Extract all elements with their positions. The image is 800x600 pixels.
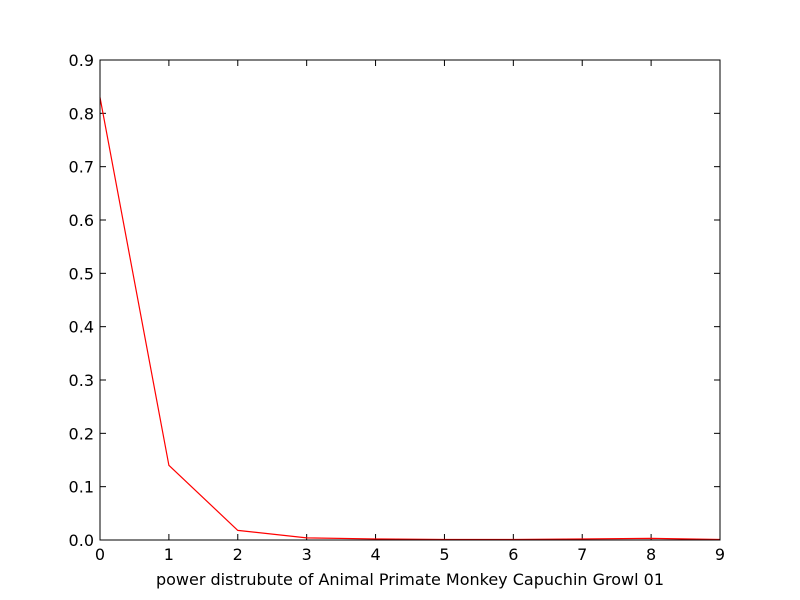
y-tick-label: 0.8 [69, 104, 94, 123]
x-tick-label: 0 [95, 545, 105, 564]
y-tick-label: 0.5 [69, 264, 94, 283]
y-tick-label: 0.2 [69, 424, 94, 443]
series-line [99, 97, 721, 541]
y-tick-label: 0.1 [69, 478, 94, 497]
y-tick-label: 0.3 [69, 371, 94, 390]
x-axis-title: power distrubute of Animal Primate Monke… [156, 570, 664, 589]
y-tick-label: 0.7 [69, 158, 94, 177]
x-tick-label: 2 [233, 545, 243, 564]
x-tick-label: 3 [302, 545, 312, 564]
x-tick-label: 8 [646, 545, 656, 564]
x-tick-label: 5 [439, 545, 449, 564]
y-tick-label: 0.0 [69, 531, 94, 550]
x-tick-label: 7 [577, 545, 587, 564]
x-tick-label: 9 [715, 545, 725, 564]
series-layer [99, 97, 721, 541]
x-tick-label: 1 [164, 545, 174, 564]
plot-frame [99, 59, 721, 541]
tick-label-layer: 0 1 2 3 4 5 6 7 8 9 0.0 0.1 0.2 0.3 0.4 0.5 0.6 0.7 0.8 0.9 [69, 51, 726, 564]
tick-layer [99, 59, 721, 541]
x-tick-label: 4 [370, 545, 380, 564]
y-tick-label: 0.9 [69, 51, 94, 70]
y-tick-label: 0.6 [69, 211, 94, 230]
x-tick-label: 6 [508, 545, 518, 564]
y-tick-label: 0.4 [69, 318, 94, 337]
